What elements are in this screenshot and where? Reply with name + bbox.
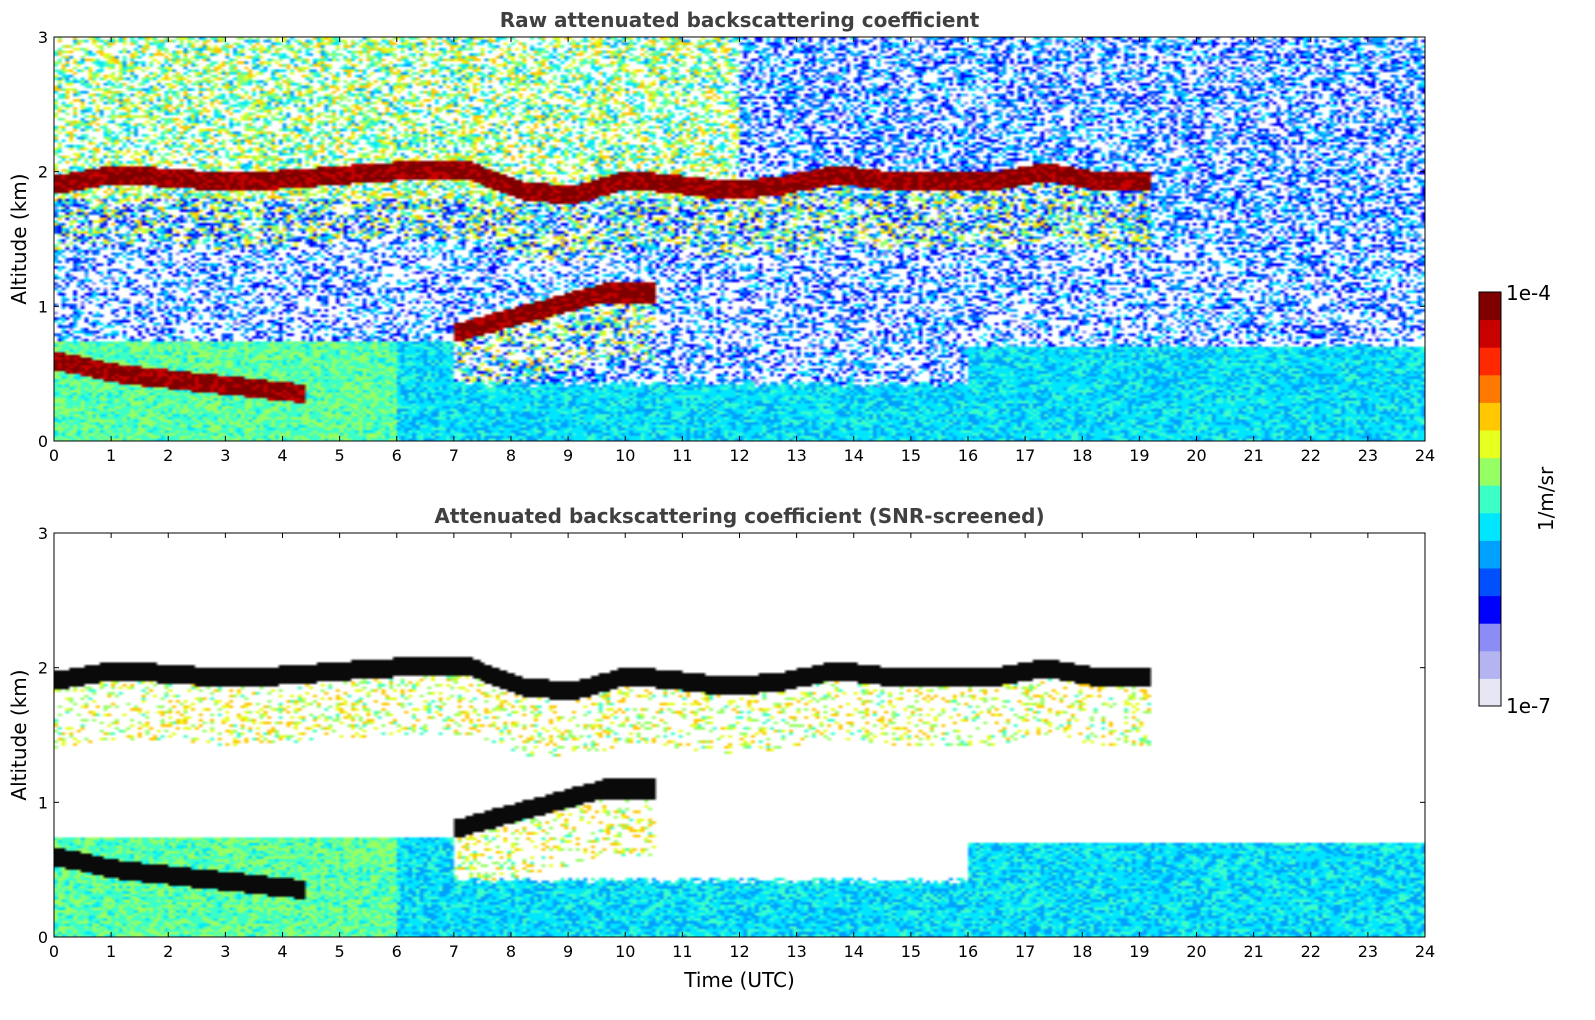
y-tick-label: 2 xyxy=(38,659,48,678)
x-tick-label: 0 xyxy=(49,446,59,465)
x-tick-label: 9 xyxy=(563,446,573,465)
x-tick-label: 2 xyxy=(163,942,173,961)
x-tick-label: 24 xyxy=(1415,942,1435,961)
y-tick-label: 3 xyxy=(38,524,48,543)
x-axis-label: Time (UTC) xyxy=(683,968,795,992)
colorbar-frame xyxy=(1478,291,1502,707)
x-tick-label: 23 xyxy=(1358,942,1378,961)
heatmap-image xyxy=(54,533,1425,937)
colorbar-swatch xyxy=(1479,485,1501,514)
x-tick-label: 21 xyxy=(1243,446,1263,465)
snr-screened-panel: Attenuated backscattering coefficient (S… xyxy=(7,504,1435,992)
y-axis-label: Altitude (km) xyxy=(7,669,31,800)
x-tick-label: 6 xyxy=(392,446,402,465)
x-tick-label: 18 xyxy=(1072,942,1092,961)
colorbar-max-label: 1e-4 xyxy=(1506,281,1551,305)
y-tick-label: 3 xyxy=(38,28,48,47)
x-tick-label: 21 xyxy=(1243,942,1263,961)
x-tick-label: 7 xyxy=(449,942,459,961)
x-tick-label: 0 xyxy=(49,942,59,961)
x-tick-label: 16 xyxy=(958,942,978,961)
x-tick-label: 8 xyxy=(506,446,516,465)
x-tick-label: 7 xyxy=(449,446,459,465)
x-tick-label: 12 xyxy=(729,446,749,465)
x-tick-label: 9 xyxy=(563,942,573,961)
x-tick-label: 14 xyxy=(844,942,864,961)
colorbar-swatch xyxy=(1479,292,1501,321)
x-tick-label: 1 xyxy=(106,446,116,465)
x-tick-label: 19 xyxy=(1129,446,1149,465)
colorbar-swatch xyxy=(1479,595,1501,624)
colorbar-unit-label: 1/m/sr xyxy=(1534,466,1558,531)
x-tick-label: 4 xyxy=(277,446,287,465)
x-tick-label: 22 xyxy=(1301,942,1321,961)
colorbar-swatch xyxy=(1479,402,1501,431)
x-tick-label: 6 xyxy=(392,942,402,961)
colorbar-swatch xyxy=(1479,568,1501,597)
x-tick-label: 22 xyxy=(1301,446,1321,465)
x-tick-label: 14 xyxy=(844,446,864,465)
x-tick-label: 16 xyxy=(958,446,978,465)
x-tick-label: 13 xyxy=(786,942,806,961)
x-tick-label: 17 xyxy=(1015,942,1035,961)
raw-backscatter-panel: Raw attenuated backscattering coefficien… xyxy=(7,8,1435,465)
x-tick-label: 20 xyxy=(1186,942,1206,961)
x-tick-label: 15 xyxy=(901,942,921,961)
colorbar-swatch xyxy=(1479,430,1501,459)
x-tick-label: 23 xyxy=(1358,446,1378,465)
y-tick-label: 2 xyxy=(38,163,48,182)
y-tick-label: 0 xyxy=(38,928,48,947)
y-tick-label: 0 xyxy=(38,432,48,451)
x-tick-label: 3 xyxy=(220,942,230,961)
y-axis-label: Altitude (km) xyxy=(7,173,31,304)
x-tick-label: 3 xyxy=(220,446,230,465)
x-tick-label: 12 xyxy=(729,942,749,961)
x-tick-label: 13 xyxy=(786,446,806,465)
x-tick-label: 4 xyxy=(277,942,287,961)
x-tick-label: 5 xyxy=(335,942,345,961)
colorbar-swatch xyxy=(1479,678,1501,707)
colorbar-swatch xyxy=(1479,319,1501,348)
chart-title: Attenuated backscattering coefficient (S… xyxy=(434,504,1044,528)
x-tick-label: 19 xyxy=(1129,942,1149,961)
colorbar-min-label: 1e-7 xyxy=(1506,694,1551,718)
x-tick-label: 1 xyxy=(106,942,116,961)
colorbar-swatch xyxy=(1479,457,1501,486)
colorbar-swatch xyxy=(1479,650,1501,679)
heatmap-image xyxy=(54,37,1425,441)
x-tick-label: 15 xyxy=(901,446,921,465)
x-tick-label: 5 xyxy=(335,446,345,465)
x-tick-label: 24 xyxy=(1415,446,1435,465)
x-tick-label: 2 xyxy=(163,446,173,465)
colorbar-swatch xyxy=(1479,623,1501,652)
x-tick-label: 20 xyxy=(1186,446,1206,465)
colorbar: 1e-4 1e-7 1/m/sr xyxy=(1478,281,1558,718)
y-tick-label: 1 xyxy=(38,297,48,316)
x-tick-label: 10 xyxy=(615,446,635,465)
colorbar-swatch xyxy=(1479,540,1501,569)
y-tick-label: 1 xyxy=(38,793,48,812)
x-tick-label: 8 xyxy=(506,942,516,961)
x-tick-label: 18 xyxy=(1072,446,1092,465)
chart-title: Raw attenuated backscattering coefficien… xyxy=(500,8,980,32)
colorbar-swatch xyxy=(1479,374,1501,403)
x-tick-label: 10 xyxy=(615,942,635,961)
x-tick-label: 11 xyxy=(672,446,692,465)
colorbar-swatch xyxy=(1479,347,1501,376)
colorbar-swatch xyxy=(1479,512,1501,541)
x-tick-label: 17 xyxy=(1015,446,1035,465)
x-tick-label: 11 xyxy=(672,942,692,961)
